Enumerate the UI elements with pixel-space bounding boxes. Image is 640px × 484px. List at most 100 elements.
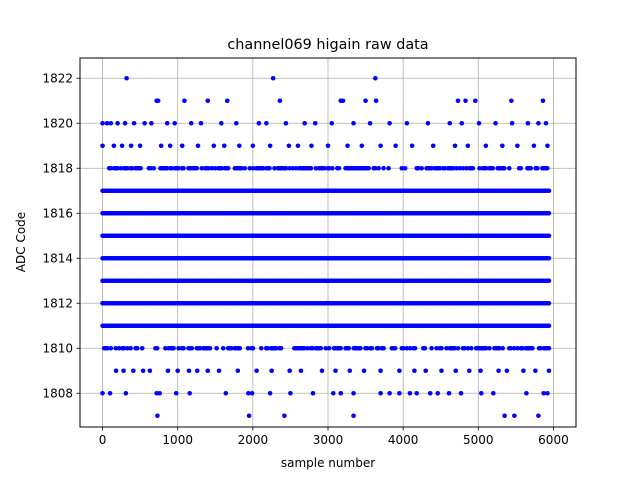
data-point [545, 390, 550, 396]
data-point [455, 98, 461, 104]
data-point [165, 368, 171, 374]
y-tick-label: 1822 [42, 71, 73, 85]
data-point [176, 165, 181, 171]
data-point [544, 165, 550, 171]
data-point [325, 143, 331, 149]
data-point [470, 165, 476, 171]
data-point [260, 165, 266, 171]
y-tick-label: 1810 [42, 341, 73, 355]
data-point [546, 210, 552, 216]
data-point [378, 143, 383, 149]
data-point [351, 120, 356, 126]
data-point [373, 165, 378, 171]
y-axis-label: ADC Code [14, 212, 28, 272]
data-point [308, 165, 314, 171]
data-point [119, 143, 125, 149]
data-point [229, 345, 234, 351]
data-point [500, 143, 505, 149]
data-point [258, 345, 264, 351]
data-point [479, 390, 484, 396]
data-point [277, 98, 283, 104]
data-point [333, 368, 338, 374]
data-point [199, 165, 205, 171]
data-point [515, 345, 520, 351]
data-point [423, 368, 429, 374]
data-point [265, 345, 271, 351]
data-point [409, 143, 415, 149]
data-point [404, 120, 410, 126]
data-point [546, 233, 552, 239]
data-point [346, 345, 352, 351]
data-point [186, 368, 192, 374]
data-point [393, 143, 398, 149]
data-point [502, 413, 507, 419]
data-point [100, 120, 105, 126]
data-point [397, 368, 402, 374]
x-tick-label: 2000 [238, 433, 269, 447]
data-point [459, 120, 465, 126]
y-tick-label: 1808 [42, 386, 73, 400]
data-point [404, 345, 410, 351]
data-point [113, 345, 119, 351]
data-point [309, 143, 314, 149]
data-point [546, 278, 552, 284]
data-point [155, 98, 161, 104]
data-point [452, 143, 458, 149]
data-point [515, 143, 520, 149]
data-point [541, 390, 546, 396]
data-point [545, 143, 550, 149]
data-point [223, 390, 229, 396]
data-point [478, 368, 483, 374]
data-point [359, 143, 365, 149]
data-point [221, 143, 227, 149]
data-point [536, 120, 541, 126]
data-point [131, 368, 136, 374]
data-point [465, 345, 471, 351]
data-point [181, 165, 186, 171]
data-point [506, 165, 512, 171]
data-point [453, 368, 459, 374]
data-point [392, 345, 398, 351]
data-point [288, 390, 293, 396]
x-tick-label: 4000 [388, 433, 419, 447]
data-point [378, 390, 383, 396]
data-point [158, 143, 164, 149]
data-point [301, 345, 307, 351]
data-point [477, 165, 482, 171]
data-point [543, 120, 549, 126]
data-point [220, 345, 226, 351]
data-point [282, 413, 287, 419]
data-point [442, 165, 448, 171]
data-point [483, 143, 489, 149]
data-point [351, 390, 356, 396]
data-point [179, 143, 185, 149]
data-point [509, 120, 515, 126]
data-point [330, 390, 336, 396]
data-point [473, 98, 478, 104]
data-point [247, 165, 252, 171]
data-point [373, 98, 379, 104]
data-point [214, 345, 219, 351]
data-point [278, 345, 284, 351]
data-point [287, 368, 292, 374]
data-point [124, 75, 129, 81]
x-tick-label: 1000 [162, 433, 193, 447]
data-point [147, 368, 153, 374]
data-point [439, 368, 444, 374]
data-point [164, 165, 170, 171]
data-point [108, 345, 114, 351]
data-point [164, 120, 170, 126]
data-point [399, 165, 405, 171]
data-point [155, 413, 160, 419]
data-point [376, 165, 381, 171]
data-point [237, 345, 243, 351]
data-point [524, 390, 529, 396]
data-point [115, 120, 120, 126]
data-point [212, 165, 218, 171]
data-point [302, 120, 308, 126]
data-point [189, 345, 195, 351]
data-point [130, 165, 135, 171]
data-point [340, 98, 346, 104]
data-point [422, 345, 428, 351]
